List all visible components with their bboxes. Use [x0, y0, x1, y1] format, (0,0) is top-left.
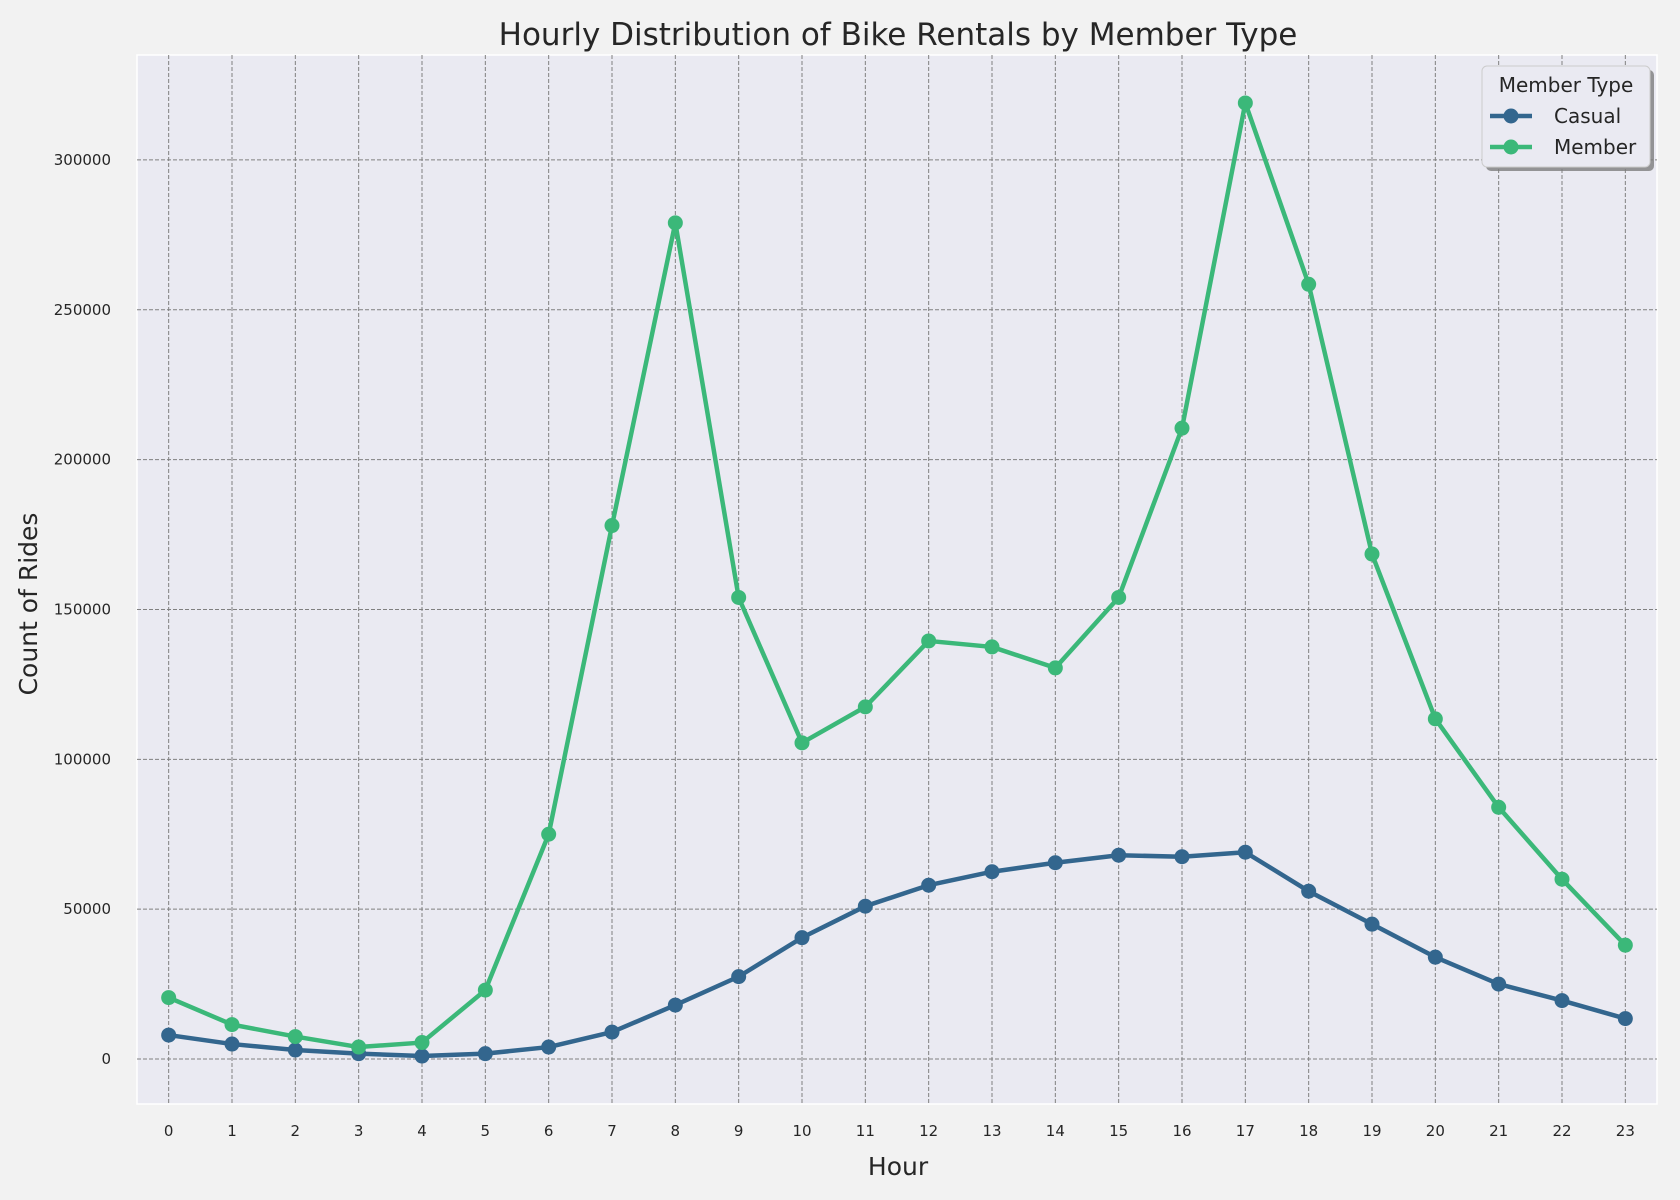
- plot-area: [136, 54, 1658, 1105]
- series-line-casual: [168, 849, 1626, 1059]
- data-point-casual: [667, 997, 683, 1013]
- data-point-member: [1554, 871, 1570, 887]
- data-point-member: [287, 1029, 303, 1045]
- data-point-casual: [477, 1046, 493, 1062]
- x-tick-label: 9: [734, 1122, 744, 1140]
- x-tick-label: 8: [671, 1122, 681, 1140]
- x-tick-label: 0: [164, 1122, 174, 1140]
- data-point-member: [224, 1017, 240, 1033]
- x-tick-label: 20: [1426, 1122, 1445, 1140]
- y-tick-label: 100000: [54, 750, 111, 768]
- x-tick-label: 5: [481, 1122, 491, 1140]
- legend-label-member: Member: [1554, 135, 1637, 159]
- y-tick-label: 300000: [54, 151, 111, 169]
- data-point-member: [1047, 660, 1063, 676]
- data-point-casual: [1047, 855, 1063, 871]
- data-point-casual: [287, 1042, 303, 1058]
- x-tick-label: 6: [544, 1122, 554, 1140]
- data-point-member: [1491, 799, 1507, 815]
- x-tick-label: 3: [354, 1122, 364, 1140]
- data-point-casual: [857, 898, 873, 914]
- data-point-member: [604, 518, 620, 534]
- tick-labels: 0 1 2 3 4 5 6 7 8 9 10 11 12 13 14 15 16 17 18 19 20 21 22 2305…: [54, 151, 1635, 1140]
- x-tick-label: 2: [291, 1122, 301, 1140]
- data-point-member: [1301, 276, 1317, 292]
- data-point-casual: [1111, 847, 1127, 863]
- x-tick-label: 16: [1172, 1122, 1191, 1140]
- legend-title: Member Type: [1499, 73, 1634, 97]
- data-point-member: [984, 639, 1000, 655]
- data-point-casual: [1491, 976, 1507, 992]
- data-point-member: [857, 699, 873, 715]
- y-tick-label: 150000: [54, 600, 111, 618]
- data-point-casual: [1364, 916, 1380, 932]
- legend-marker-member: [1503, 139, 1519, 155]
- data-point-member: [1617, 937, 1633, 953]
- data-point-member: [161, 990, 177, 1006]
- data-point-casual: [921, 877, 937, 893]
- data-point-member: [731, 589, 747, 605]
- series-casual: [161, 844, 1633, 1064]
- data-point-casual: [161, 1027, 177, 1043]
- data-point-member: [667, 215, 683, 231]
- data-point-member: [1364, 546, 1380, 562]
- x-tick-label: 12: [919, 1122, 938, 1140]
- data-point-casual: [1237, 844, 1253, 860]
- series-member: [161, 95, 1633, 1055]
- data-point-casual: [1174, 849, 1190, 865]
- data-point-member: [414, 1035, 430, 1051]
- data-point-member: [351, 1039, 367, 1055]
- data-point-member: [921, 633, 937, 649]
- data-point-member: [1237, 95, 1253, 111]
- data-point-member: [794, 735, 810, 751]
- x-tick-label: 10: [792, 1122, 811, 1140]
- x-tick-label: 15: [1109, 1122, 1128, 1140]
- data-point-casual: [1617, 1011, 1633, 1027]
- data-point-casual: [414, 1048, 430, 1064]
- x-tick-label: 18: [1299, 1122, 1318, 1140]
- series-line-member: [167, 100, 1627, 1050]
- x-tick-label: 17: [1236, 1122, 1255, 1140]
- data-point-casual: [1554, 993, 1570, 1009]
- data-point-casual: [984, 864, 1000, 880]
- data-point-member: [477, 982, 493, 998]
- x-tick-label: 1: [227, 1122, 237, 1140]
- legend-marker-casual: [1503, 108, 1519, 124]
- x-tick-label: 19: [1362, 1122, 1381, 1140]
- data-point-member: [1427, 711, 1443, 727]
- y-tick-label: 0: [101, 1050, 111, 1068]
- x-tick-label: 14: [1046, 1122, 1065, 1140]
- legend-label-casual: Casual: [1554, 104, 1621, 128]
- x-tick-label: 22: [1552, 1122, 1571, 1140]
- data-point-member: [1174, 420, 1190, 436]
- x-tick-label: 21: [1489, 1122, 1508, 1140]
- data-point-casual: [1301, 883, 1317, 899]
- data-point-member: [1111, 589, 1127, 605]
- legend: Member Type Casual Member: [1481, 65, 1654, 171]
- legend-box: [1481, 65, 1651, 168]
- data-point-casual: [224, 1036, 240, 1052]
- data-point-member: [541, 826, 557, 842]
- y-tick-label: 250000: [54, 301, 111, 319]
- data-point-casual: [541, 1039, 557, 1055]
- chart-title: Hourly Distribution of Bike Rentals by M…: [499, 17, 1298, 53]
- y-axis-label: Count of Rides: [14, 513, 43, 696]
- x-tick-label: 13: [982, 1122, 1001, 1140]
- x-tick-label: 4: [417, 1122, 427, 1140]
- x-axis-label: Hour: [868, 1152, 929, 1181]
- x-tick-label: 23: [1616, 1122, 1635, 1140]
- series-lines: [161, 95, 1633, 1064]
- grid: [137, 55, 1657, 1104]
- y-tick-label: 50000: [63, 900, 111, 918]
- data-point-casual: [731, 969, 747, 985]
- data-point-casual: [604, 1024, 620, 1040]
- data-point-casual: [1427, 949, 1443, 965]
- y-tick-label: 200000: [54, 451, 111, 469]
- x-tick-label: 11: [856, 1122, 875, 1140]
- data-point-casual: [794, 930, 810, 946]
- x-tick-label: 7: [607, 1122, 617, 1140]
